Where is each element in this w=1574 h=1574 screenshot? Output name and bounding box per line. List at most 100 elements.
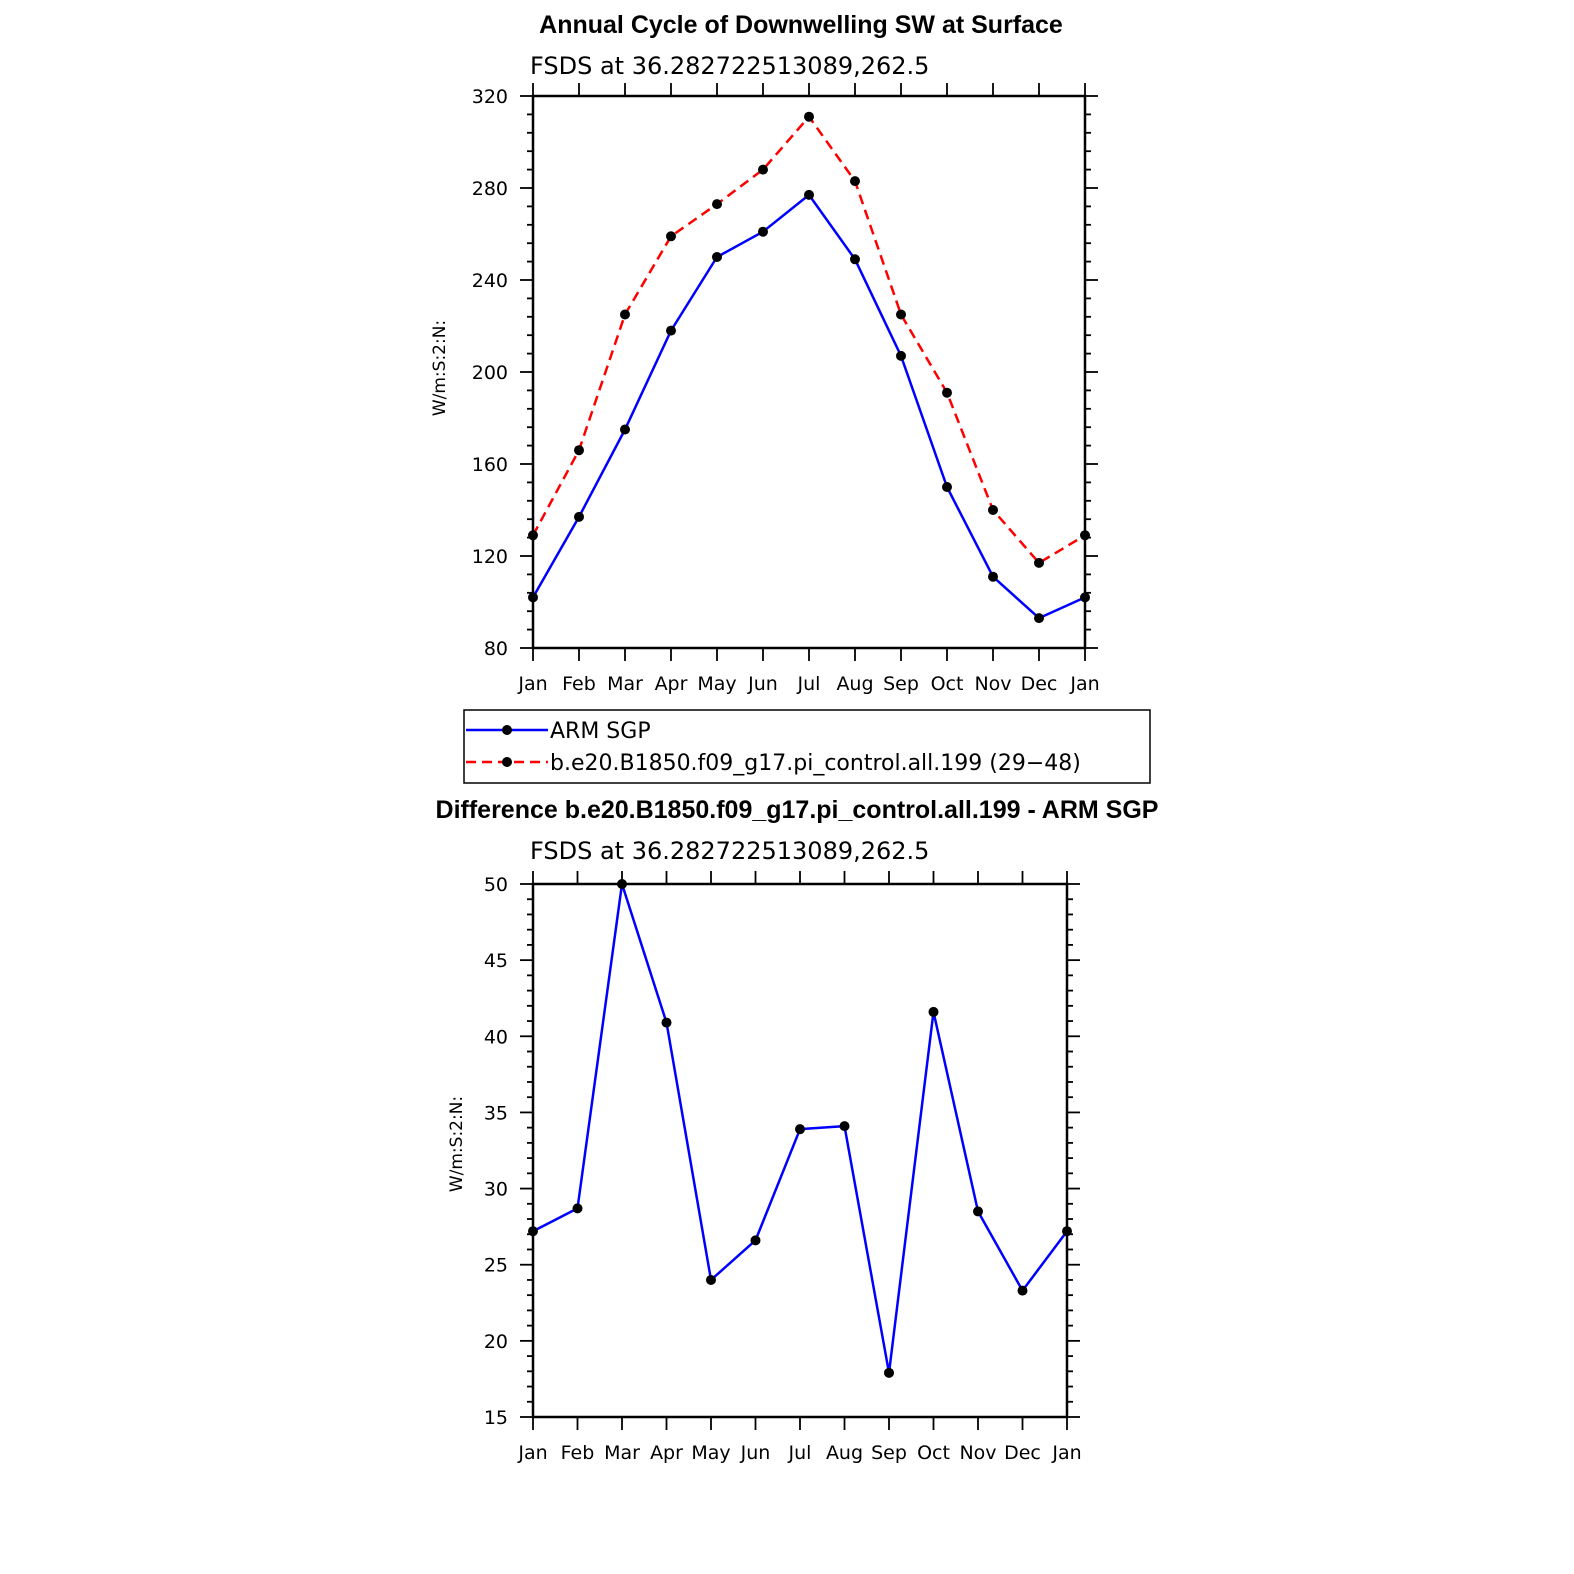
x-tick-label: Dec xyxy=(1021,673,1058,695)
data-point xyxy=(661,1017,672,1028)
x-tick-label: Jul xyxy=(797,673,821,695)
plot-frame xyxy=(531,882,1069,1419)
x-tick-label: May xyxy=(691,1442,730,1464)
data-point xyxy=(1034,557,1044,568)
legend-entry-model: b.e20.B1850.f09_g17.pi_control.all.199 (… xyxy=(466,751,1081,776)
x-tick-label: Nov xyxy=(974,673,1011,695)
annual-cycle-panel: Annual Cycle of Downwelling SW at Surfac… xyxy=(430,11,1100,695)
legend-box xyxy=(463,709,1151,784)
legend-label: b.e20.B1850.f09_g17.pi_control.all.199 (… xyxy=(550,751,1081,776)
data-point xyxy=(1080,530,1090,541)
x-tick-label: Jun xyxy=(747,673,778,695)
y-tick-label: 240 xyxy=(472,270,508,292)
series-lines xyxy=(528,879,1072,1378)
data-point xyxy=(528,1226,538,1237)
data-point xyxy=(795,1124,805,1135)
data-point xyxy=(666,325,676,336)
y-tick-label: 200 xyxy=(472,362,508,384)
y-tick-label: 30 xyxy=(484,1179,508,1201)
series-line xyxy=(531,115,1086,565)
data-point xyxy=(758,164,768,175)
data-point xyxy=(839,1121,850,1132)
x-tick-label: Mar xyxy=(604,1442,640,1464)
legend-entry-arm-sgp: ARM SGP xyxy=(466,719,651,744)
y-tick-label: 280 xyxy=(472,178,508,200)
x-tick-label: Jan xyxy=(517,673,547,695)
x-tick-label: Jun xyxy=(740,1442,771,1464)
chart-subtitle: FSDS at 36.282722513089,262.5 xyxy=(530,837,929,865)
x-tick-label: Jan xyxy=(1051,1442,1081,1464)
data-point xyxy=(572,1203,583,1214)
series-line xyxy=(531,193,1086,620)
x-tick-label: Feb xyxy=(562,673,596,695)
data-point xyxy=(1017,1285,1028,1296)
y-tick-label: 320 xyxy=(472,86,508,108)
y-tick-label: 45 xyxy=(484,950,508,972)
x-tick-label: Sep xyxy=(883,673,919,695)
y-axis-label: W/m:S:2:N: xyxy=(447,1096,467,1192)
data-point xyxy=(620,309,630,320)
data-point xyxy=(574,511,584,522)
x-tick-label: Nov xyxy=(959,1442,996,1464)
x-tick-label: Sep xyxy=(871,1442,907,1464)
data-point xyxy=(1062,1226,1072,1237)
x-tick-label: Mar xyxy=(607,673,643,695)
y-tick-label: 50 xyxy=(484,874,508,896)
data-point xyxy=(528,530,538,541)
axes: 15 20 25 30 35 40 45 50 Jan Feb Mar Apr May Jun Jul Aug… xyxy=(484,871,1082,1464)
legend-marker xyxy=(502,725,512,735)
x-tick-label: May xyxy=(697,673,736,695)
x-tick-label: Apr xyxy=(650,1442,683,1464)
x-tick-label: Feb xyxy=(561,1442,595,1464)
plot-frame xyxy=(531,94,1087,650)
x-tick-label: Aug xyxy=(836,673,873,695)
series-lines xyxy=(528,111,1090,624)
data-point xyxy=(1080,592,1090,603)
data-point xyxy=(706,1274,716,1285)
data-point xyxy=(896,350,906,361)
chart-subtitle: FSDS at 36.282722513089,262.5 xyxy=(530,52,929,80)
data-point xyxy=(942,482,952,492)
y-tick-label: 15 xyxy=(484,1407,508,1429)
data-point xyxy=(988,505,998,515)
legend: ARM SGP b.e20.B1850.f09_g17.pi_control.a… xyxy=(463,709,1151,784)
chart-title: Annual Cycle of Downwelling SW at Surfac… xyxy=(539,11,1063,39)
x-tick-label: Oct xyxy=(931,673,964,695)
chart-title: Difference b.e20.B1850.f09_g17.pi_contro… xyxy=(436,796,1159,824)
y-tick-label: 35 xyxy=(484,1102,508,1124)
data-point xyxy=(884,1367,894,1378)
data-point xyxy=(712,252,722,262)
data-point xyxy=(617,879,627,889)
x-tick-label: Apr xyxy=(655,673,688,695)
x-tick-label: Aug xyxy=(826,1442,863,1464)
y-tick-label: 80 xyxy=(484,638,508,660)
data-point xyxy=(850,176,860,187)
data-point xyxy=(574,445,584,456)
data-point xyxy=(804,189,814,200)
legend-marker xyxy=(502,757,512,767)
data-point xyxy=(942,387,952,398)
x-tick-label: Dec xyxy=(1004,1442,1041,1464)
y-tick-label: 120 xyxy=(472,546,508,568)
data-point xyxy=(973,1206,983,1217)
x-tick-label: Jan xyxy=(517,1442,547,1464)
y-axis-label: W/m:S:2:N: xyxy=(430,320,450,416)
data-point xyxy=(750,1235,761,1246)
data-point xyxy=(804,111,814,122)
data-point xyxy=(712,199,722,210)
data-point xyxy=(988,571,998,582)
y-tick-label: 160 xyxy=(472,454,508,476)
data-point xyxy=(758,226,768,237)
data-point xyxy=(850,254,860,265)
data-point xyxy=(896,309,906,320)
legend-label: ARM SGP xyxy=(550,719,651,744)
y-tick-label: 20 xyxy=(484,1331,508,1353)
y-tick-label: 25 xyxy=(484,1255,508,1277)
difference-panel: Difference b.e20.B1850.f09_g17.pi_contro… xyxy=(436,796,1159,1464)
axes: 80 120 160 200 240 280 320 Jan Feb Mar Apr May Jun Ju… xyxy=(472,83,1100,695)
data-point xyxy=(528,592,538,603)
data-point xyxy=(928,1006,939,1017)
x-tick-label: Jan xyxy=(1069,673,1099,695)
x-tick-label: Jul xyxy=(788,1442,812,1464)
